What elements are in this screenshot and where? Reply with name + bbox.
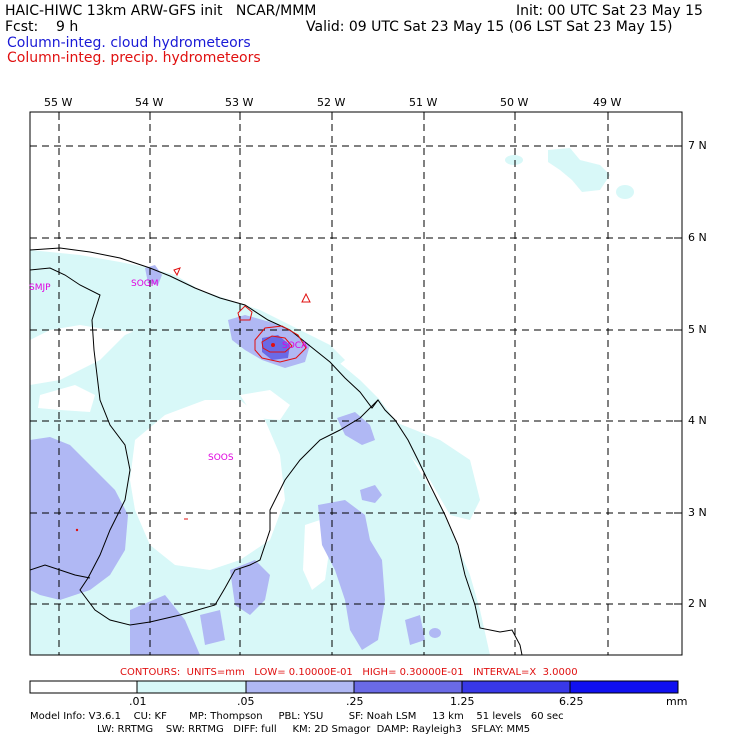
- station-label-smjp: SMJP: [29, 283, 51, 293]
- lat-label-2n: 2 N: [688, 597, 707, 610]
- grid-lines: [30, 112, 682, 655]
- header-title: HAIC-HIWC 13km ARW-GFS init NCAR/MMM: [5, 3, 317, 19]
- legend-label-1: .05: [237, 695, 255, 708]
- station-label-soca: SOCA: [282, 341, 308, 351]
- lat-label-3n: 3 N: [688, 506, 707, 519]
- lon-label-53w: 53 W: [225, 96, 254, 109]
- contours-info: CONTOURS: UNITS=mm LOW= 0.10000E-01 HIGH…: [120, 667, 578, 678]
- tick-marks: [58, 112, 682, 605]
- lat-label-5n: 5 N: [688, 323, 707, 336]
- lat-label-6n: 6 N: [688, 231, 707, 244]
- legend-unit: mm: [666, 695, 688, 708]
- lon-label-51w: 51 W: [409, 96, 438, 109]
- station-label-soos: SOOS: [208, 453, 234, 463]
- field-label-precip: Column-integ. precip. hydrometeors: [7, 50, 261, 66]
- legend-label-4: 6.25: [559, 695, 584, 708]
- lat-label-4n: 4 N: [688, 414, 707, 427]
- map-frame: [29, 111, 683, 656]
- station-label-sogm: SOGM: [131, 279, 159, 289]
- header-init-time: Init: 00 UTC Sat 23 May 15: [516, 3, 703, 19]
- field-label-cloud: Column-integ. cloud hydrometeors: [7, 35, 251, 51]
- lon-label-52w: 52 W: [317, 96, 346, 109]
- model-info-line2: LW: RRTMG SW: RRTMG DIFF: full KM: 2D Sm…: [97, 724, 531, 735]
- legend-color-bar: [29, 680, 679, 694]
- lat-label-7n: 7 N: [688, 139, 707, 152]
- shading-layer: [30, 148, 634, 655]
- legend-label-0: .01: [129, 695, 147, 708]
- precip-max-marker: [271, 343, 275, 347]
- precip-contours: [173, 267, 311, 363]
- legend-label-3: 1.25: [450, 695, 475, 708]
- legend-label-2: .25: [346, 695, 364, 708]
- lon-label-50w: 50 W: [500, 96, 529, 109]
- header-valid-time: Valid: 09 UTC Sat 23 May 15 (06 LST Sat …: [306, 19, 673, 35]
- precip-dot: [75, 528, 79, 532]
- lon-label-55w: 55 W: [44, 96, 73, 109]
- header-forecast-hour: Fcst: 9 h: [5, 19, 79, 35]
- lon-label-54w: 54 W: [135, 96, 164, 109]
- coastlines: [30, 247, 523, 655]
- lon-label-49w: 49 W: [593, 96, 622, 109]
- model-info-line1: Model Info: V3.6.1 CU: KF MP: Thompson P…: [30, 711, 564, 722]
